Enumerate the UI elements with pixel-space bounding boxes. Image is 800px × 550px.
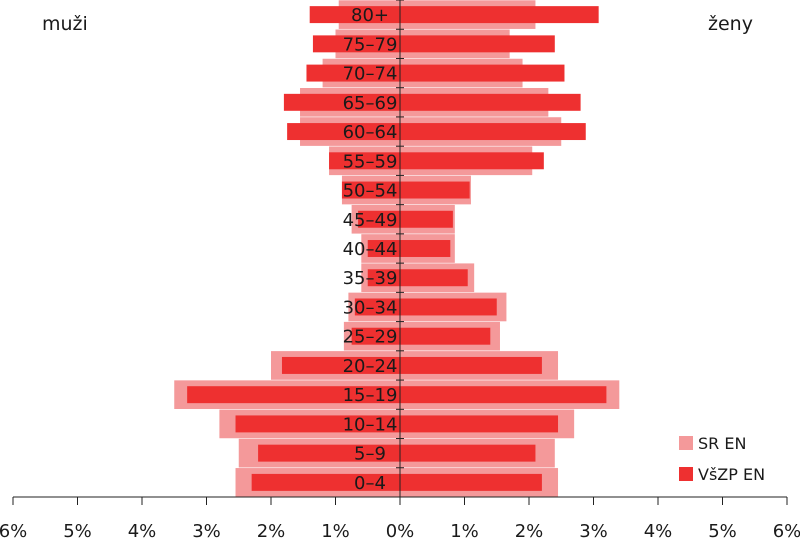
bar-vszp-en-men bbox=[351, 327, 400, 345]
age-group-label: 25–29 bbox=[343, 327, 398, 348]
bar-vszp-en-women bbox=[400, 240, 451, 257]
bar-vszp-en-men bbox=[306, 64, 400, 82]
bar-vszp-en-women bbox=[400, 64, 565, 82]
bar-vszp-en-women bbox=[400, 181, 470, 199]
x-tick-label: 3% bbox=[579, 521, 608, 542]
age-group-label: 10–14 bbox=[343, 414, 398, 435]
x-tick-label: 4% bbox=[128, 521, 157, 542]
bar-vszp-en-women bbox=[400, 210, 453, 228]
age-group-label: 55–59 bbox=[343, 151, 398, 172]
bar-vszp-en-women bbox=[400, 473, 542, 491]
age-group-label: 45–49 bbox=[343, 210, 398, 231]
x-tick-label: 6% bbox=[0, 521, 27, 542]
bar-vszp-en-men bbox=[251, 473, 400, 491]
age-group-label: 20–24 bbox=[343, 356, 398, 377]
age-group-label: 35–39 bbox=[343, 268, 398, 289]
bar-vszp-en-women bbox=[400, 356, 542, 374]
bar-vszp-en-men bbox=[283, 93, 400, 111]
x-tick-label: 6% bbox=[773, 521, 800, 542]
bar-vszp-en-men bbox=[235, 415, 400, 433]
bar-vszp-en-women bbox=[400, 152, 544, 170]
bar-vszp-en-men bbox=[258, 444, 400, 462]
x-tick-label: 4% bbox=[644, 521, 673, 542]
age-group-label: 5–9 bbox=[354, 444, 386, 465]
legend: SR EN VšZP EN bbox=[679, 434, 765, 484]
legend-swatch-vszp-en bbox=[679, 467, 693, 481]
bar-vszp-en-men bbox=[312, 35, 400, 53]
age-group-label: 75–79 bbox=[343, 34, 398, 55]
bar-vszp-en-women bbox=[400, 123, 586, 141]
women-group-label: ženy bbox=[708, 13, 753, 35]
age-group-label: 70–74 bbox=[343, 64, 398, 85]
men-group-label: muži bbox=[42, 13, 88, 35]
bar-vszp-en-women bbox=[400, 93, 581, 111]
x-tick-label: 2% bbox=[515, 521, 544, 542]
age-group-label: 15–19 bbox=[343, 385, 398, 406]
x-tick-label: 5% bbox=[63, 521, 92, 542]
age-group-label: 60–64 bbox=[343, 122, 398, 143]
x-tick-label: 1% bbox=[450, 521, 479, 542]
bar-vszp-en-men bbox=[341, 181, 400, 199]
age-group-label: 0–4 bbox=[354, 473, 386, 494]
bar-vszp-en-men bbox=[367, 240, 400, 257]
bar-vszp-en-men bbox=[367, 269, 400, 287]
bar-vszp-en-women bbox=[400, 415, 559, 433]
bar-vszp-en-women bbox=[400, 298, 497, 316]
bar-vszp-en-women bbox=[400, 269, 468, 287]
bar-vszp-en-men bbox=[287, 123, 400, 141]
bar-vszp-en-women bbox=[400, 6, 599, 24]
age-group-label: 80+ bbox=[351, 5, 389, 26]
x-tick-labels: 6% 5% 4% 3% 2% 1% 0% 1% 2% 3% 4% 5% 6% bbox=[0, 521, 800, 542]
x-tick-label: 0% bbox=[386, 521, 415, 542]
bar-vszp-en-men bbox=[187, 386, 400, 404]
age-group-label: 65–69 bbox=[343, 93, 398, 114]
bar-vszp-en-women bbox=[400, 35, 555, 53]
bar-vszp-en-men bbox=[354, 298, 400, 316]
vszp-en-bars bbox=[187, 6, 607, 491]
bar-vszp-en-men bbox=[281, 356, 400, 374]
legend-label-sr-en: SR EN bbox=[698, 434, 746, 453]
bar-vszp-en-women bbox=[400, 386, 607, 404]
x-tick-label: 1% bbox=[321, 521, 350, 542]
legend-swatch-sr-en bbox=[679, 436, 693, 450]
bar-vszp-en-women bbox=[400, 327, 491, 345]
bar-vszp-en-women bbox=[400, 444, 536, 462]
bar-vszp-en-men bbox=[358, 210, 400, 228]
bar-vszp-en-men bbox=[329, 152, 400, 170]
age-group-label: 40–44 bbox=[343, 239, 398, 260]
x-tick-label: 3% bbox=[192, 521, 221, 542]
age-group-label: 30–34 bbox=[343, 297, 398, 318]
age-group-label: 50–54 bbox=[343, 181, 398, 202]
legend-label-vszp-en: VšZP EN bbox=[698, 465, 765, 484]
bar-vszp-en-men bbox=[309, 6, 400, 24]
age-group-labels: 0–4 5–9 10–14 15–19 20–24 25–29 30–34 35–39 40–4… bbox=[343, 5, 398, 494]
x-tick-label: 5% bbox=[708, 521, 737, 542]
axes bbox=[12, 0, 788, 505]
x-tick-label: 2% bbox=[257, 521, 286, 542]
